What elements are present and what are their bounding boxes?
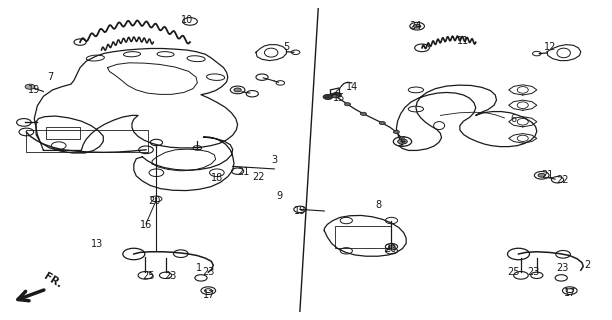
Text: 8: 8 bbox=[375, 200, 381, 210]
Text: 2: 2 bbox=[584, 260, 590, 270]
Circle shape bbox=[394, 130, 400, 133]
Text: 7: 7 bbox=[48, 72, 54, 82]
Text: 19: 19 bbox=[28, 85, 40, 95]
Text: 20: 20 bbox=[148, 196, 161, 206]
Text: 15: 15 bbox=[334, 93, 346, 103]
Circle shape bbox=[323, 94, 333, 100]
Text: 21: 21 bbox=[541, 170, 553, 180]
Text: 4: 4 bbox=[400, 136, 406, 146]
Circle shape bbox=[389, 245, 395, 248]
Text: 21: 21 bbox=[237, 167, 250, 177]
Circle shape bbox=[25, 84, 35, 89]
Text: 17: 17 bbox=[203, 291, 215, 300]
Bar bbox=[26, 130, 149, 152]
Text: 25: 25 bbox=[507, 267, 520, 277]
Circle shape bbox=[332, 95, 338, 98]
Text: 23: 23 bbox=[164, 271, 177, 281]
Text: 16: 16 bbox=[140, 220, 152, 230]
Text: 5: 5 bbox=[283, 42, 289, 52]
Text: 18: 18 bbox=[211, 172, 223, 182]
Circle shape bbox=[345, 103, 351, 106]
Text: 12: 12 bbox=[544, 42, 556, 52]
Text: 23: 23 bbox=[556, 263, 569, 273]
Circle shape bbox=[360, 112, 367, 116]
Circle shape bbox=[379, 122, 386, 124]
Text: 24: 24 bbox=[409, 21, 422, 31]
Text: 11: 11 bbox=[457, 36, 469, 45]
Circle shape bbox=[538, 173, 545, 177]
Text: FR.: FR. bbox=[42, 271, 64, 290]
Circle shape bbox=[332, 92, 341, 98]
Text: 1: 1 bbox=[196, 263, 202, 273]
Text: 20: 20 bbox=[384, 244, 397, 253]
Text: 6: 6 bbox=[510, 114, 517, 124]
Text: 17: 17 bbox=[564, 288, 576, 298]
Text: 22: 22 bbox=[556, 175, 569, 185]
Text: 13: 13 bbox=[91, 239, 103, 249]
Circle shape bbox=[414, 24, 421, 28]
Text: 9: 9 bbox=[276, 191, 282, 201]
Bar bbox=[47, 127, 80, 139]
Text: 22: 22 bbox=[253, 172, 265, 181]
Text: 19: 19 bbox=[294, 206, 306, 216]
Text: 14: 14 bbox=[346, 82, 358, 92]
Text: 10: 10 bbox=[181, 15, 193, 26]
Bar bbox=[335, 226, 392, 248]
Circle shape bbox=[234, 88, 241, 92]
Text: 25: 25 bbox=[142, 271, 155, 281]
Text: 3: 3 bbox=[271, 155, 277, 165]
Text: 23: 23 bbox=[527, 267, 539, 277]
Circle shape bbox=[398, 139, 408, 144]
Text: 23: 23 bbox=[202, 267, 214, 277]
